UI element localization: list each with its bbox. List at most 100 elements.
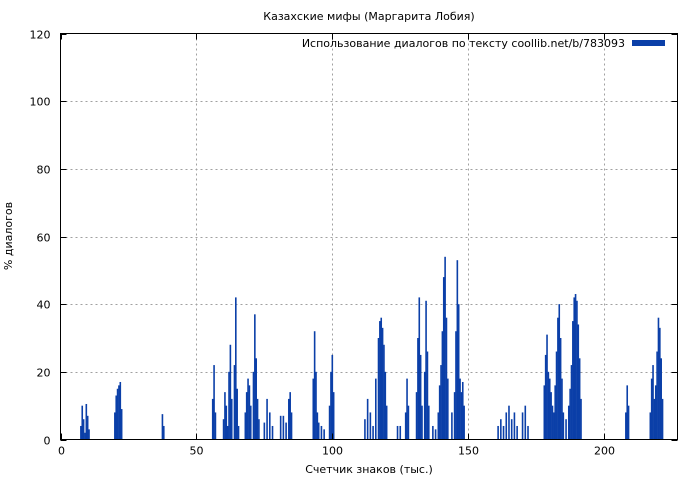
bar <box>315 371 317 440</box>
bar <box>434 429 437 440</box>
bar <box>527 425 529 440</box>
bar <box>547 371 550 440</box>
bar <box>553 412 555 440</box>
bar <box>245 392 248 440</box>
bar <box>444 256 446 440</box>
bar <box>252 371 255 440</box>
bar <box>379 321 381 440</box>
bar <box>437 412 440 440</box>
bar <box>248 385 251 440</box>
bar <box>226 425 229 440</box>
bar <box>224 392 226 440</box>
bar <box>266 398 268 440</box>
x-tick-label: 200 <box>594 445 615 458</box>
bar <box>440 365 442 440</box>
bar <box>555 351 558 440</box>
bar <box>442 277 445 440</box>
bar <box>649 412 652 440</box>
bar <box>558 304 561 440</box>
bar <box>460 392 463 440</box>
bar <box>119 381 122 440</box>
bar <box>86 415 89 440</box>
bar <box>271 425 274 440</box>
x-tick-label: 150 <box>458 445 479 458</box>
bar <box>328 405 331 440</box>
bar <box>497 425 499 440</box>
bar <box>661 398 664 440</box>
bar <box>421 405 423 440</box>
bar <box>562 412 565 440</box>
bar <box>627 405 630 440</box>
bar <box>415 392 418 440</box>
bar <box>236 388 238 440</box>
bar <box>222 419 225 440</box>
legend-swatch <box>632 40 665 46</box>
bar <box>580 398 582 440</box>
bar <box>559 338 562 440</box>
bar <box>235 297 237 440</box>
bar <box>419 354 422 440</box>
bar <box>417 338 419 440</box>
bar <box>244 412 247 440</box>
data-series <box>80 256 664 440</box>
bar <box>544 354 547 440</box>
bar <box>331 354 334 440</box>
bar <box>441 331 444 440</box>
bar <box>554 385 556 440</box>
bar <box>312 378 315 440</box>
bar <box>380 317 383 440</box>
x-tick-label: 0 <box>58 445 65 458</box>
bar <box>500 419 502 440</box>
bar <box>279 415 282 440</box>
bar <box>317 422 320 440</box>
bar <box>557 317 559 440</box>
bar <box>574 294 577 440</box>
bar <box>162 425 165 440</box>
bar <box>550 392 552 440</box>
bar <box>425 300 427 440</box>
y-tick-label: 0 <box>44 435 51 448</box>
bar <box>625 412 627 440</box>
bar <box>233 365 236 440</box>
bar <box>561 378 563 440</box>
bar <box>657 317 660 440</box>
bar <box>451 412 453 440</box>
bar <box>230 398 233 440</box>
bar <box>447 378 449 440</box>
bar <box>120 409 123 440</box>
bar <box>85 403 88 440</box>
bar <box>463 405 465 440</box>
y-tick-label: 40 <box>37 299 51 312</box>
chart-title: Казахские мифы (Маргарита Лобия) <box>263 10 474 23</box>
bar <box>423 371 426 440</box>
bar <box>461 381 464 440</box>
bar <box>653 398 656 440</box>
bar <box>213 365 215 440</box>
bar <box>332 392 335 440</box>
bar <box>546 334 548 440</box>
bar <box>404 412 407 440</box>
bar <box>516 425 518 440</box>
bar <box>510 419 513 440</box>
bar <box>543 385 546 440</box>
bar <box>366 398 369 440</box>
bar <box>369 412 372 440</box>
bar <box>116 388 119 440</box>
bar <box>81 405 84 440</box>
bar <box>320 425 323 440</box>
bar <box>313 331 316 440</box>
bar <box>228 371 230 440</box>
y-axis-label: % диалогов <box>2 202 15 270</box>
bar <box>573 297 576 440</box>
bar <box>457 304 460 440</box>
bar <box>255 358 257 440</box>
bar <box>364 419 366 440</box>
bar <box>513 412 516 440</box>
x-tick-label: 100 <box>322 445 343 458</box>
bar <box>650 378 653 440</box>
bar <box>289 392 291 440</box>
bar <box>249 405 252 440</box>
bar <box>548 378 551 440</box>
y-tick-label: 20 <box>37 367 51 380</box>
